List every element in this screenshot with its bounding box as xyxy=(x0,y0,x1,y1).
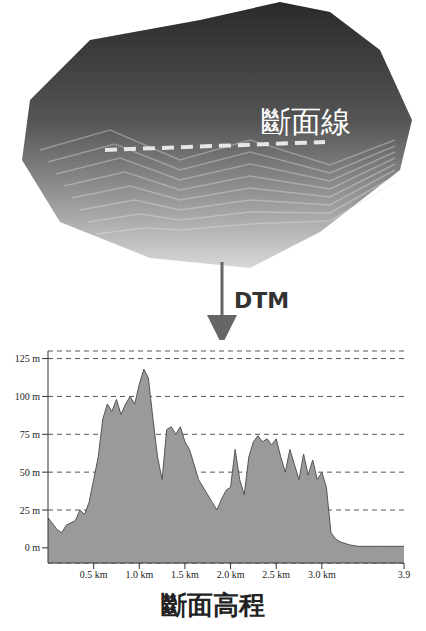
svg-text:3.9: 3.9 xyxy=(398,569,411,580)
svg-text:1.5 km: 1.5 km xyxy=(171,569,199,580)
svg-text:3.0 km: 3.0 km xyxy=(308,569,336,580)
svg-text:斷面線: 斷面線 xyxy=(261,104,351,139)
svg-text:75 m: 75 m xyxy=(20,429,41,440)
svg-text:50 m: 50 m xyxy=(20,467,41,478)
svg-text:1.0 km: 1.0 km xyxy=(125,569,153,580)
svg-text:2.5 km: 2.5 km xyxy=(262,569,290,580)
svg-text:100 m: 100 m xyxy=(15,391,41,402)
svg-text:0.5 km: 0.5 km xyxy=(80,569,108,580)
svg-text:2.0 km: 2.0 km xyxy=(217,569,245,580)
svg-text:125 m: 125 m xyxy=(15,353,41,364)
html-text:斷面高程: 斷面高程 xyxy=(161,590,265,620)
svg-text:25 m: 25 m xyxy=(20,505,41,516)
svg-text:DTM: DTM xyxy=(234,288,289,313)
svg-text:0 m: 0 m xyxy=(25,542,41,553)
